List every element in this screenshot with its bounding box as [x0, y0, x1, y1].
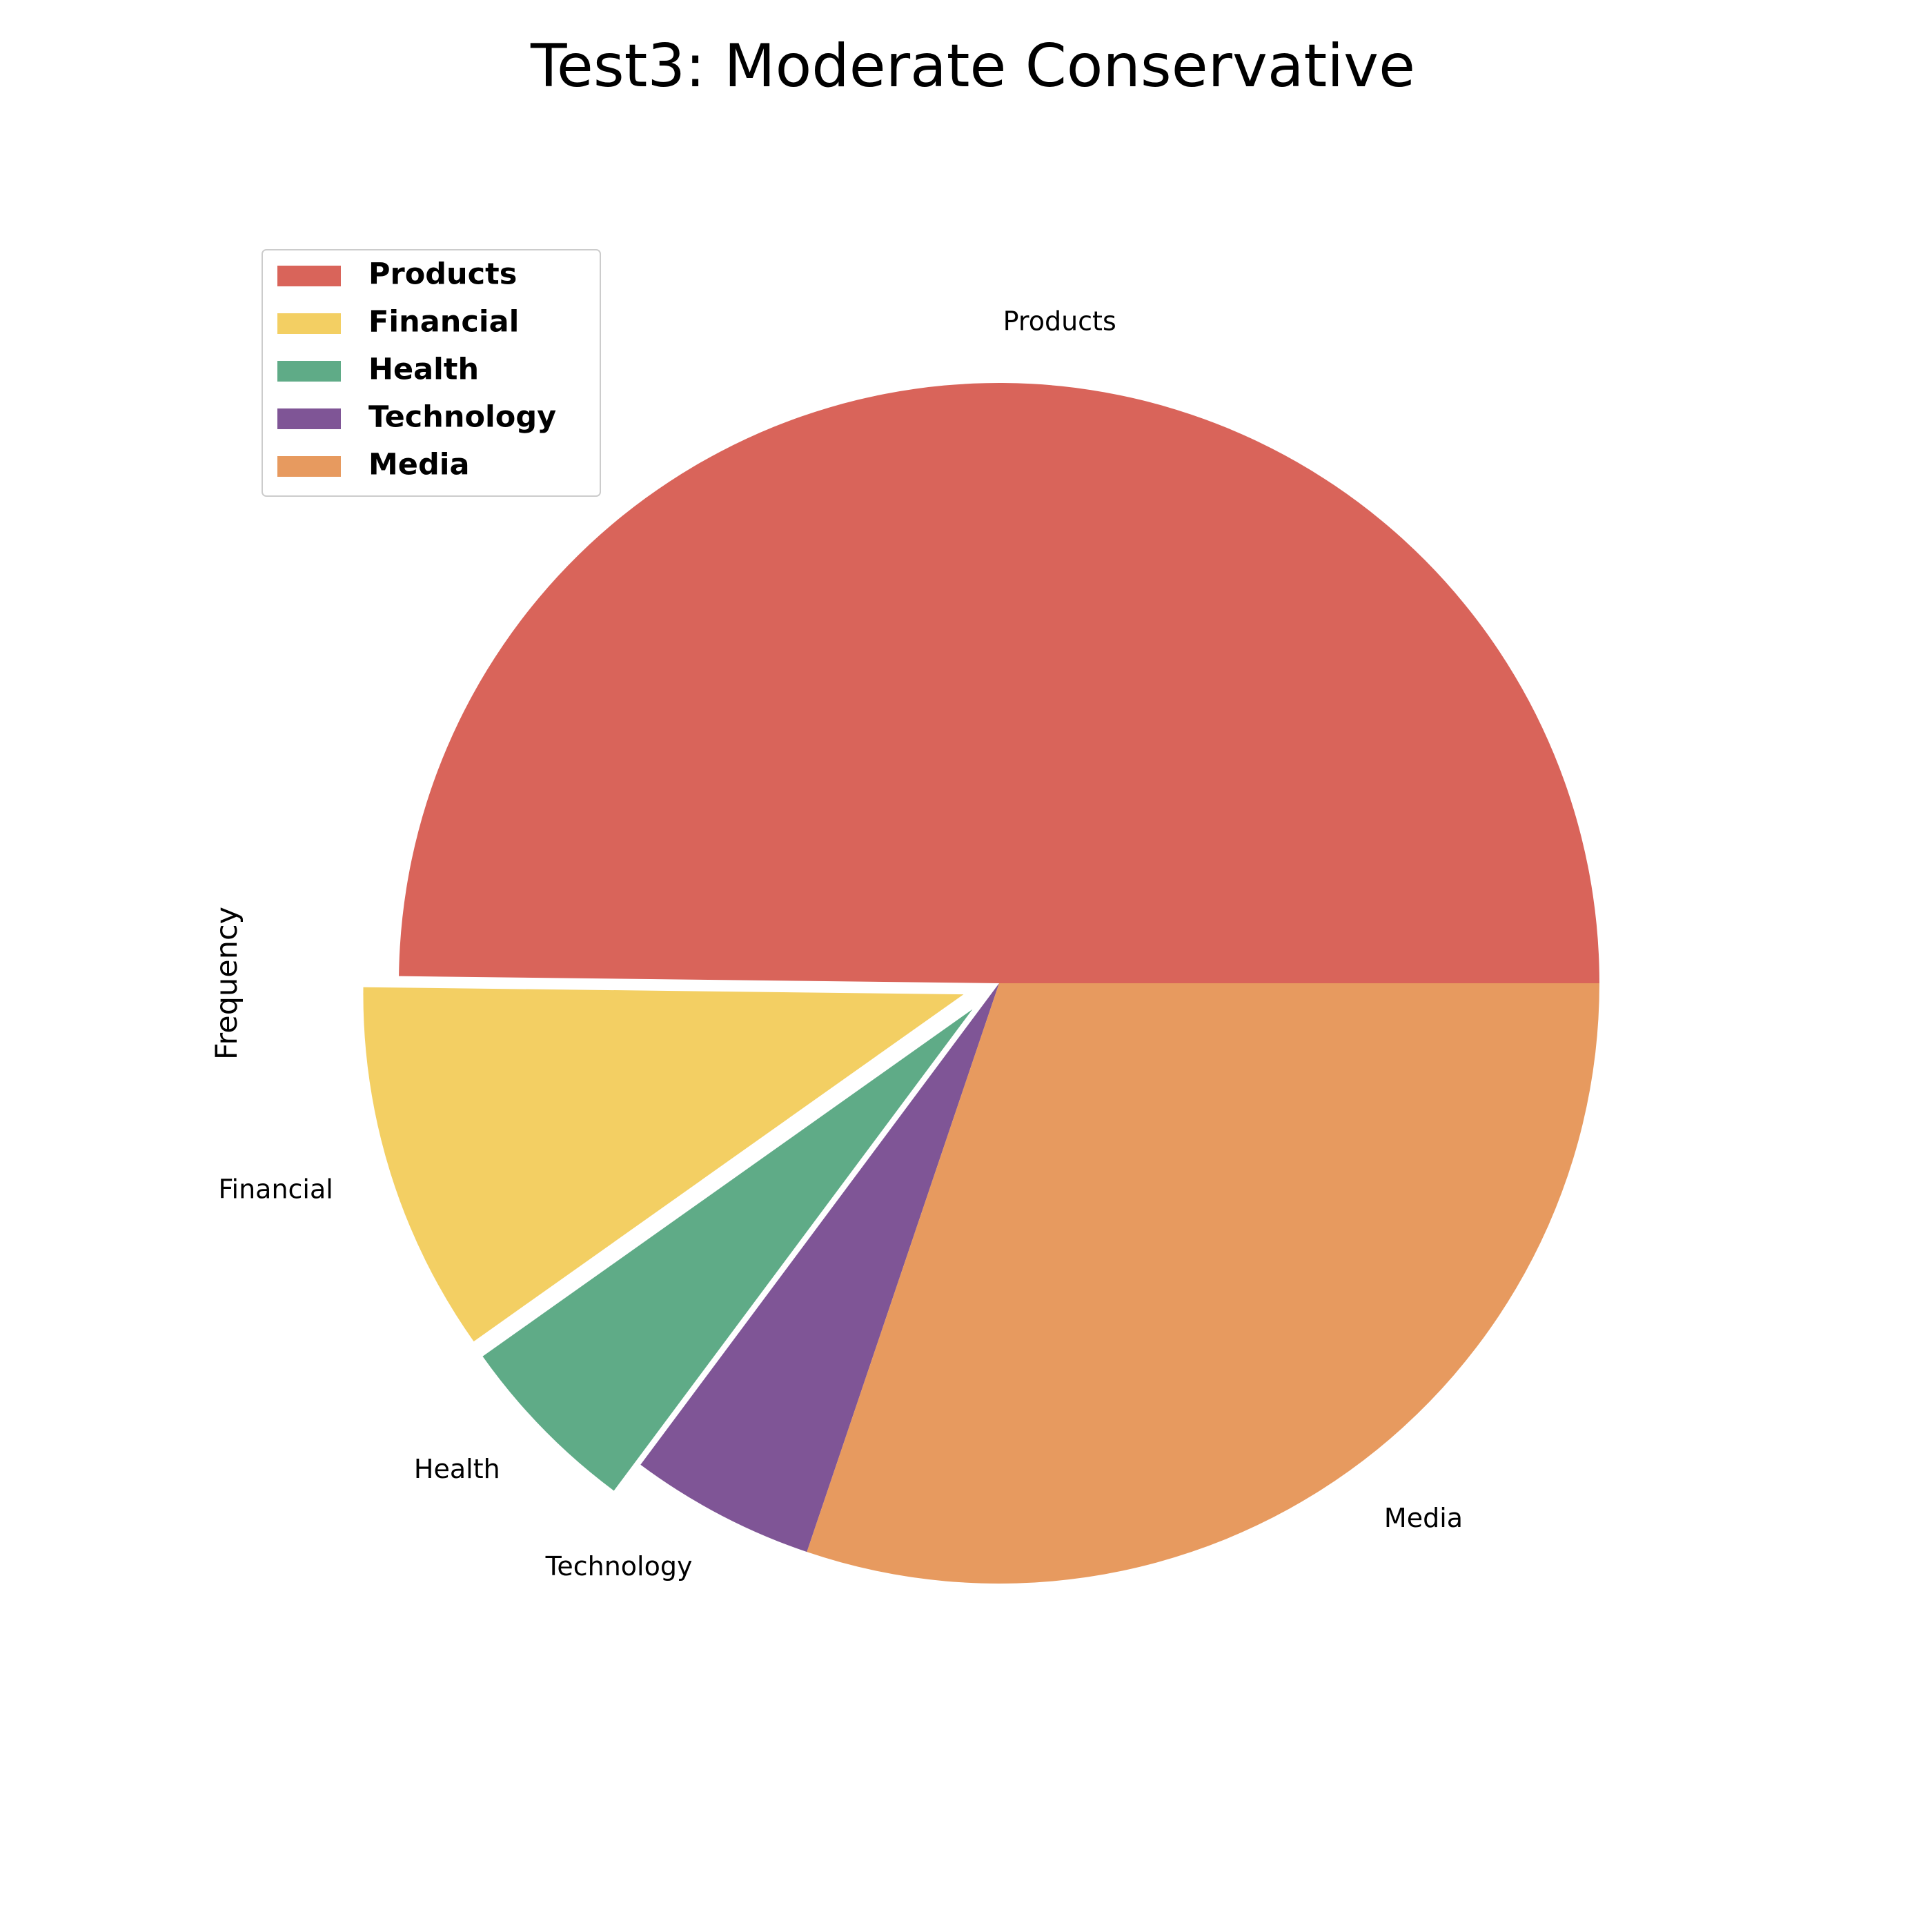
slice-label-products: Products — [1003, 306, 1116, 337]
legend-swatch-products — [277, 266, 341, 286]
legend-label-media: Media — [368, 448, 470, 482]
y-axis-label: Frequency — [210, 907, 244, 1060]
legend-swatch-financial — [277, 313, 341, 334]
pie-slice-technology — [640, 983, 999, 1552]
pie-slice-health — [482, 1009, 973, 1491]
slice-label-financial: Financial — [218, 1174, 333, 1204]
legend-swatch-health — [277, 361, 341, 382]
legend: Products Financial Health Technology Media — [262, 249, 601, 497]
legend-swatch-media — [277, 456, 341, 477]
legend-label-technology: Technology — [368, 400, 556, 435]
chart-title: Test3: Moderate Conservative — [530, 32, 1415, 101]
slice-label-technology: Technology — [545, 1551, 693, 1581]
legend-items: Products Financial Health Technology Media — [277, 257, 556, 482]
pie-slice-products — [399, 383, 1599, 983]
pie-slice-media — [807, 983, 1599, 1584]
legend-frame — [262, 249, 601, 497]
pie-slice-financial — [363, 987, 964, 1342]
legend-label-products: Products — [368, 257, 517, 292]
legend-label-health: Health — [368, 353, 479, 387]
slice-label-media: Media — [1384, 1503, 1463, 1533]
legend-swatch-technology — [277, 408, 341, 429]
pie-slices — [363, 383, 1599, 1584]
pie-slice-labels: Products Financial Health Technology Media — [218, 306, 1463, 1581]
legend-label-financial: Financial — [368, 305, 519, 339]
slice-label-health: Health — [414, 1454, 500, 1484]
